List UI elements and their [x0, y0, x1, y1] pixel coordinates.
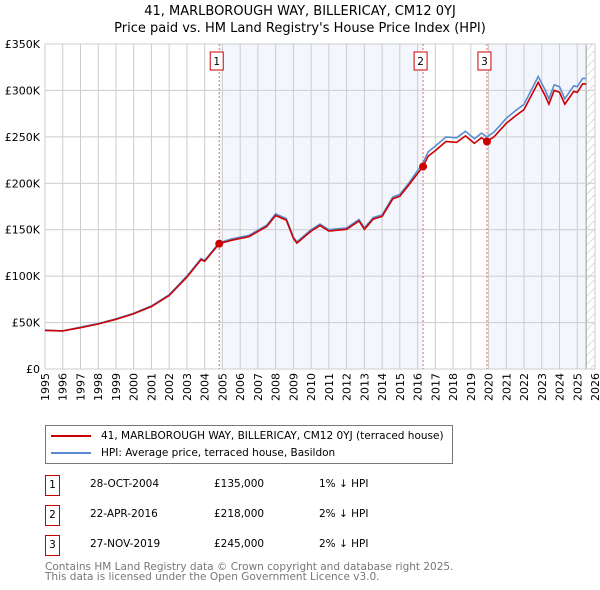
shaded-range	[219, 44, 424, 369]
x-tick-label: 1996	[57, 373, 70, 401]
x-tick-label: 2008	[270, 373, 283, 401]
price-paid-line	[44, 80, 587, 332]
sale-point	[419, 162, 428, 171]
price-chart: 1995 1996 1997 1998 1999 2000 2001 2002 2003 2004…	[5, 38, 600, 401]
legend-item-property: 41, MARLBOROUGH WAY, BILLERICAY, CM12 0Y…	[51, 429, 444, 443]
sale-marker-label: 2	[417, 56, 424, 68]
plot-frame	[44, 43, 596, 370]
y-tick-label: £250K	[5, 131, 41, 144]
sale-marker-box	[413, 51, 428, 71]
x-tick-label: 1997	[74, 373, 87, 401]
y-tick-label: £0	[26, 363, 40, 376]
x-tick-label: 2001	[145, 373, 158, 401]
x-tick-label: 2004	[199, 373, 212, 401]
sale-marker-label: 3	[481, 56, 488, 68]
red-line-swatch	[51, 435, 91, 437]
x-tick-label: 2014	[376, 373, 389, 401]
footer: Contains HM Land Registry data © Crown c…	[45, 561, 454, 583]
x-tick-label: 2011	[323, 373, 336, 401]
x-tick-label: 2021	[500, 373, 513, 401]
copyright-text: Contains HM Land Registry data © Crown c…	[45, 561, 454, 573]
sale-hpi-diff: 1% ↓ HPI	[319, 478, 369, 490]
x-tick-label: 2015	[394, 373, 407, 401]
x-tick-label: 2018	[447, 373, 460, 401]
y-tick-label: £100K	[5, 270, 41, 283]
sale-marker-badge: 1	[45, 475, 60, 496]
x-tick-label: 2019	[465, 373, 478, 401]
x-tick-label: 2007	[252, 373, 265, 401]
x-tick-label: 2006	[234, 373, 247, 401]
x-tick-label: 1999	[110, 373, 123, 401]
legend-label: HPI: Average price, terraced house, Basi…	[101, 447, 336, 459]
x-tick-label: 2002	[163, 373, 176, 401]
x-tick-label: 2010	[305, 373, 318, 401]
legend-label: 41, MARLBOROUGH WAY, BILLERICAY, CM12 0Y…	[101, 430, 444, 442]
sale-marker-badge: 2	[45, 505, 60, 526]
y-tick-label: £350K	[5, 38, 41, 51]
y-tick-label: £300K	[5, 84, 41, 97]
sale-row: 2 22-APR-2016 £218,000 2% ↓ HPI	[45, 505, 465, 526]
sale-row: 1 28-OCT-2004 £135,000 1% ↓ HPI	[45, 475, 465, 496]
sale-marker-label: 1	[213, 56, 220, 68]
x-tick-label: 2012	[341, 373, 354, 401]
blue-line-swatch	[51, 452, 91, 454]
x-tick-label: 2016	[412, 373, 425, 401]
licence-text: This data is licensed under the Open Gov…	[45, 571, 380, 583]
sale-point	[215, 239, 224, 248]
x-tick-label: 2005	[216, 373, 229, 401]
sale-price: £245,000	[214, 538, 265, 550]
x-tick-label: 2017	[429, 373, 442, 401]
legend-item-hpi: HPI: Average price, terraced house, Basi…	[51, 446, 335, 460]
x-tick-label: 2020	[483, 373, 496, 401]
sale-date: 27-NOV-2019	[90, 538, 161, 550]
chart-subtitle: Price paid vs. HM Land Registry's House …	[114, 21, 486, 36]
chart-title: 41, MARLBOROUGH WAY, BILLERICAY, CM12 0Y…	[144, 4, 456, 19]
x-tick-label: 2025	[571, 373, 584, 401]
x-tick-label: 1995	[39, 373, 52, 401]
sale-price: £135,000	[214, 478, 265, 490]
shaded-range	[486, 44, 587, 369]
sale-marker-badge: 3	[45, 535, 60, 556]
y-tick-label: £200K	[5, 177, 41, 190]
sale-marker-box	[477, 51, 492, 71]
sale-date: 22-APR-2016	[90, 508, 158, 520]
x-tick-label: 2022	[518, 373, 531, 401]
sale-hpi-diff: 2% ↓ HPI	[319, 508, 369, 520]
x-tick-label: 2026	[589, 373, 600, 401]
sale-row: 3 27-NOV-2019 £245,000 2% ↓ HPI	[45, 535, 465, 556]
sale-price: £218,000	[214, 508, 265, 520]
x-tick-label: 2000	[128, 373, 141, 401]
forecast-hatch	[586, 44, 595, 369]
legend: 41, MARLBOROUGH WAY, BILLERICAY, CM12 0Y…	[45, 425, 453, 464]
x-tick-label: 2013	[358, 373, 371, 401]
x-tick-label: 2009	[287, 373, 300, 401]
y-tick-label: £150K	[5, 224, 41, 237]
sale-date: 28-OCT-2004	[90, 478, 159, 490]
sale-marker-box	[209, 51, 224, 71]
x-tick-label: 2003	[181, 373, 194, 401]
sale-point	[482, 137, 491, 146]
x-tick-label: 2023	[536, 373, 549, 401]
x-tick-label: 1998	[92, 373, 105, 401]
x-tick-label: 2024	[554, 373, 567, 401]
y-tick-label: £50K	[12, 317, 41, 330]
sale-hpi-diff: 2% ↓ HPI	[319, 538, 369, 550]
